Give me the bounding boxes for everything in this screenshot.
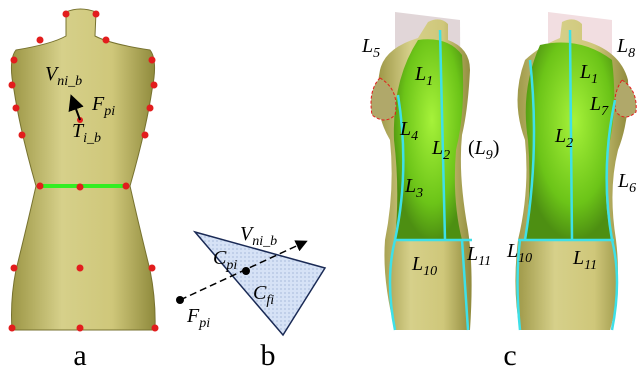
label-sub: pi [103, 104, 115, 119]
label-sub: 2 [566, 136, 573, 151]
label: L6 [617, 170, 636, 196]
label-base: F [186, 305, 200, 327]
label-sub: pi [198, 316, 210, 331]
mannequins-c [371, 12, 636, 330]
mannequin-a [9, 9, 159, 332]
label-base: L [554, 125, 566, 147]
label-base: L [431, 137, 443, 159]
panel-caption: a [73, 339, 86, 372]
label-sub: i_b [83, 131, 101, 146]
label-sub: ni_b [252, 234, 277, 249]
label-sub: 8 [628, 46, 635, 61]
label-base: L [617, 170, 629, 192]
label-sub: pi [225, 258, 237, 273]
panel-caption: c [503, 339, 516, 372]
label-sub: 3 [415, 186, 423, 201]
figure: aVni_bFpiTi_bbVni_bCpiCfiFpicL5L1L8L1L7L… [0, 0, 642, 375]
label-base: F [91, 93, 105, 115]
label-sub: 2 [443, 148, 450, 163]
label-base: L [616, 35, 628, 57]
label-sub: 11 [584, 258, 597, 273]
label-sub: ni_b [57, 74, 82, 89]
label-base: L [572, 247, 584, 269]
panel-caption: b [261, 339, 276, 372]
label: L5 [361, 35, 380, 61]
label-base: L [579, 61, 591, 83]
label-base: L [466, 243, 478, 265]
label-base: L [414, 63, 426, 85]
label-sub: fi [266, 293, 274, 308]
label-base: L [474, 137, 486, 159]
label-base: C [213, 247, 227, 269]
label-sub: 10 [423, 264, 437, 279]
label-base: L [506, 240, 518, 262]
label-base: L [399, 118, 411, 140]
label-sub: 7 [601, 104, 609, 119]
label-sub: 11 [478, 254, 491, 269]
label-sub: 4 [411, 129, 418, 144]
label-suffix: ) [493, 137, 500, 159]
label-base: C [253, 282, 267, 304]
label-base: L [361, 35, 373, 57]
label-base: L [589, 93, 601, 115]
label: Fpi [186, 305, 210, 331]
label: Vni_b [240, 223, 277, 249]
label-sub: 5 [373, 46, 380, 61]
label: L8 [616, 35, 635, 61]
label-base: L [404, 175, 416, 197]
label-sub: 10 [518, 251, 532, 266]
label-sub: 1 [591, 72, 598, 87]
label-sub: 1 [426, 74, 433, 89]
label-base: L [411, 253, 423, 275]
label: (L9) [468, 137, 499, 163]
label-sub: 9 [486, 148, 493, 163]
label-sub: 6 [629, 181, 636, 196]
